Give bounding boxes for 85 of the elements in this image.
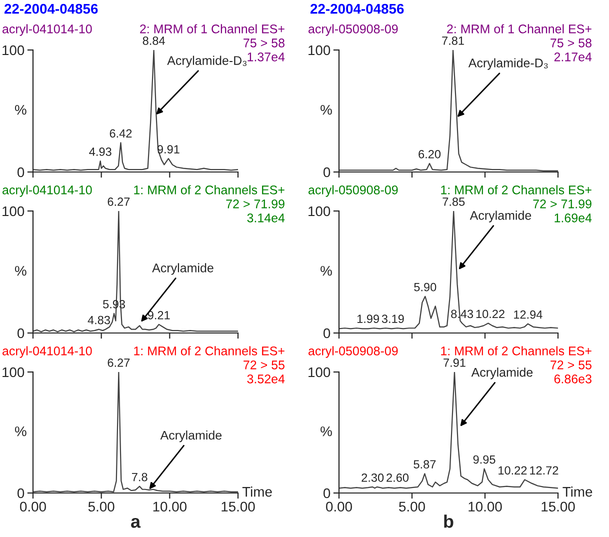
chart-subtitle: acryl-050908-09 <box>308 185 398 197</box>
y-axis-title: % <box>320 104 332 115</box>
y-tick-label: 100 <box>2 367 24 378</box>
text: 3.52e4 <box>247 374 285 384</box>
annotation: Acrylamide-D₃ <box>468 58 548 70</box>
annotation: Acrylamide-D₃ <box>167 56 246 68</box>
y-axis-title: % <box>320 266 332 276</box>
annotation: 7.91 <box>444 358 466 367</box>
x-tick-label: 0.00 <box>20 502 46 512</box>
annotation: 5.87 <box>414 460 436 469</box>
y-axis-title: % <box>14 426 26 436</box>
annotation: 6.86e3 <box>554 374 592 384</box>
chart-subtitle: acryl-050908-09 <box>308 24 398 36</box>
x-tick-label: 15.00 <box>222 502 255 512</box>
text: 75 > 58 <box>550 38 592 48</box>
annotation: 3.19 <box>382 314 404 324</box>
annotation: 10.22 <box>476 310 504 318</box>
x-tick-label: 0.00 <box>326 502 352 512</box>
annotation: 5.90 <box>414 282 436 292</box>
chart-subtitle: acryl-041014-10 <box>2 346 92 358</box>
y-tick-label: 100 <box>308 206 330 216</box>
annotation: Acrylamide <box>160 430 222 442</box>
y-tick-label: 0 <box>17 488 24 498</box>
text: 1.37e4 <box>248 52 285 62</box>
text: 1: MRM of 2 Channels ES+ <box>441 185 592 194</box>
text: 72 > 71.99 <box>533 200 592 208</box>
annotation: 10.22 <box>498 466 527 475</box>
text: 72 > 55 <box>550 360 592 370</box>
text: 1: MRM of 2 Channels ES+ <box>441 346 592 356</box>
y-tick-label: 100 <box>308 45 330 56</box>
y-tick-label: 0 <box>323 488 330 498</box>
x-axis-title: Time <box>562 486 592 497</box>
annotation: 7.85 <box>442 198 465 206</box>
text: b <box>444 514 454 528</box>
chart-title: 22-2004-04856 <box>310 4 404 14</box>
text: 75 > 58 <box>244 38 284 48</box>
annotation: 1.69e4 <box>554 214 592 222</box>
y-tick-label: 0 <box>17 167 24 178</box>
annotation: 4.93 <box>89 148 112 156</box>
annotation: 6.42 <box>110 129 132 138</box>
annotation: 7.81 <box>442 36 464 45</box>
annotation: 2.30 <box>362 473 384 482</box>
chart-title: 22-2004-04856 <box>4 4 98 14</box>
annotation: 6.20 <box>418 150 441 158</box>
x-axis-title: Time <box>242 486 272 497</box>
annotation: 9.95 <box>473 455 496 464</box>
chart-subtitle: acryl-050908-09 <box>308 346 398 358</box>
text: 72 > 71.99 <box>226 200 284 208</box>
annotation: Acrylamide <box>471 368 533 380</box>
annotation: 6.27 <box>108 358 130 367</box>
y-tick-label: 0 <box>323 167 330 178</box>
annotation: 2.17e4 <box>554 52 592 62</box>
text: 3.14e4 <box>247 214 285 222</box>
y-tick-label: 0 <box>17 328 24 338</box>
text: 72 > 55 <box>244 360 284 370</box>
x-tick-label: 10.00 <box>153 502 187 512</box>
annotation: Acrylamide <box>470 210 532 222</box>
chart-subtitle: acryl-041014-10 <box>2 24 92 36</box>
annotation: Acrylamide <box>152 263 214 275</box>
text: 1: MRM of 2 Channels ES+ <box>134 185 284 194</box>
y-tick-label: 0 <box>323 328 330 338</box>
y-tick-label: 100 <box>2 206 24 216</box>
annotation: 4.83 <box>88 316 110 324</box>
y-tick-label: 100 <box>2 45 24 56</box>
y-axis-title: % <box>14 104 26 115</box>
x-tick-label: 15.00 <box>542 502 575 512</box>
text: 2: MRM of 1 Channel ES+ <box>140 24 284 34</box>
chart-subtitle: acryl-041014-10 <box>2 185 92 197</box>
x-tick-label: 10.00 <box>468 502 502 512</box>
text: 1: MRM of 2 Channels ES+ <box>134 346 284 356</box>
x-tick-label: 5.00 <box>88 502 114 512</box>
y-axis-title: % <box>320 426 332 436</box>
annotation: 12.72 <box>530 466 558 474</box>
annotation: 9.21 <box>148 310 170 320</box>
annotation: 2.60 <box>386 473 409 482</box>
text: 2: MRM of 1 Channel ES+ <box>447 24 592 34</box>
x-tick-label: 5.00 <box>399 502 425 512</box>
annotation: 8.84 <box>142 36 165 45</box>
annotation: 1.99 <box>357 314 379 324</box>
text: a <box>131 518 141 528</box>
annotation: 6.27 <box>108 198 130 206</box>
annotation: 7.8 <box>132 472 148 482</box>
annotation: 12.94 <box>514 310 542 319</box>
y-axis-title: % <box>14 266 26 276</box>
y-tick-label: 100 <box>308 367 330 378</box>
